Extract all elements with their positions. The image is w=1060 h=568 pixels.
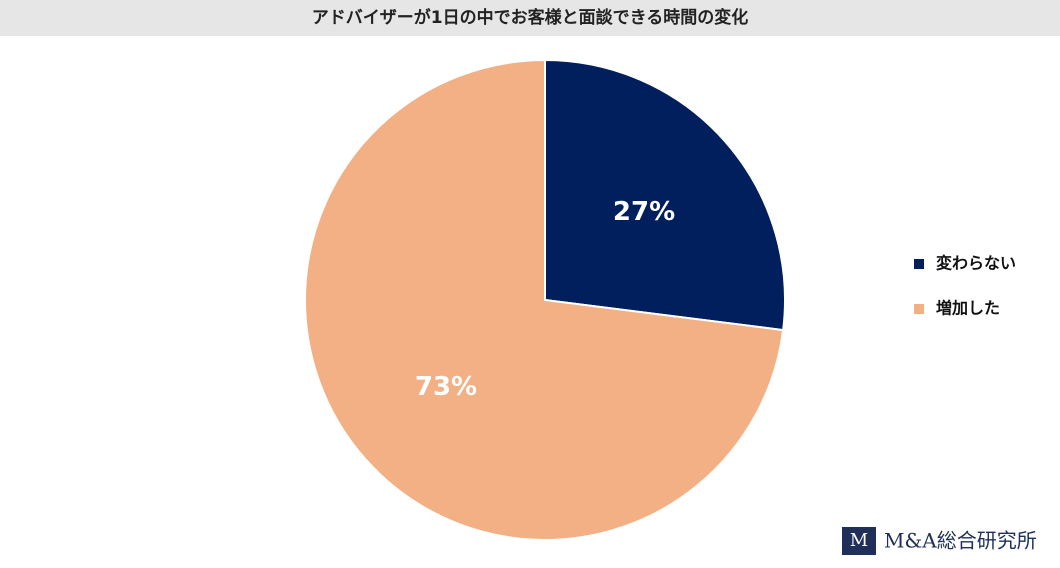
legend-swatch — [914, 304, 924, 314]
legend-label: 変わらない — [936, 254, 1016, 273]
chart-title: アドバイザーが1日の中でお客様と面談できる時間の変化 — [312, 7, 749, 28]
logo-mark: M — [850, 530, 868, 551]
slice-label: 27% — [613, 197, 675, 227]
logo-icon — [842, 527, 876, 555]
title-bar — [0, 0, 1060, 36]
logo: M M&A総合研究所 — [842, 527, 1037, 555]
legend-label: 増加した — [936, 299, 1000, 318]
slice-label: 73% — [415, 372, 477, 402]
logo-text: M&A総合研究所 — [884, 529, 1037, 553]
pie-slice — [304, 58, 785, 541]
pie-slice — [544, 58, 786, 332]
legend-swatch — [914, 259, 924, 269]
